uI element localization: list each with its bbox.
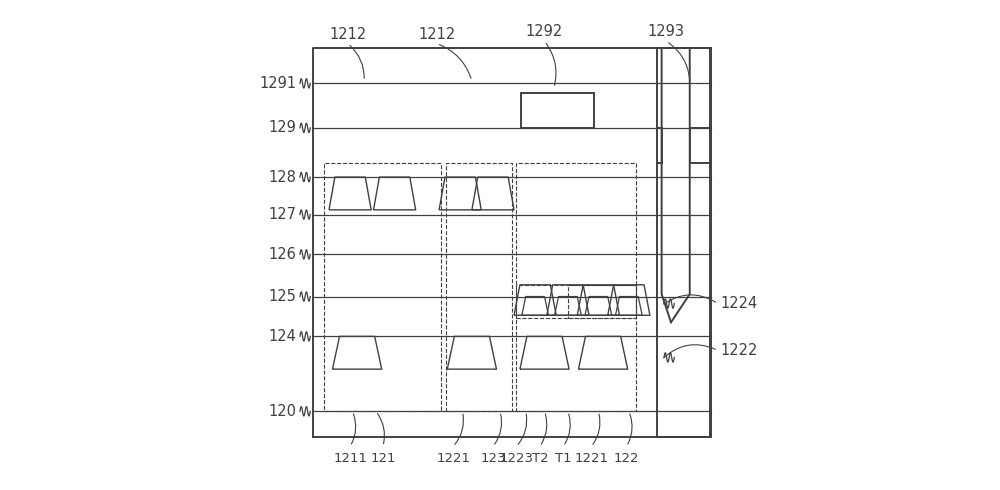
Text: 1212: 1212	[329, 26, 366, 42]
Text: 125: 125	[268, 289, 296, 304]
Text: 1291: 1291	[259, 76, 296, 91]
Text: 120: 120	[268, 404, 296, 419]
Bar	[324, 163, 441, 411]
Text: 1292: 1292	[526, 24, 563, 39]
Text: 1224: 1224	[720, 296, 757, 311]
Text: T2: T2	[532, 452, 548, 465]
Text: 123: 123	[480, 452, 506, 465]
Bar	[568, 285, 636, 318]
Bar	[521, 93, 594, 128]
Text: 121: 121	[370, 452, 396, 465]
Bar	[516, 285, 636, 411]
Text: 126: 126	[268, 247, 296, 262]
Text: 127: 127	[268, 207, 296, 222]
Text: 124: 124	[268, 329, 296, 344]
Text: 1223: 1223	[499, 452, 533, 465]
Text: 1222: 1222	[720, 343, 758, 358]
Bar	[516, 163, 636, 318]
Text: 1212: 1212	[418, 26, 455, 42]
Text: 122: 122	[614, 452, 639, 465]
Text: 129: 129	[268, 121, 296, 135]
Text: 1211: 1211	[333, 452, 367, 465]
Text: 1221: 1221	[574, 452, 608, 465]
Text: 1221: 1221	[436, 452, 470, 465]
Text: 128: 128	[268, 170, 296, 185]
Text: T1: T1	[555, 452, 572, 465]
Text: 1293: 1293	[648, 24, 685, 39]
Bar	[446, 163, 512, 411]
